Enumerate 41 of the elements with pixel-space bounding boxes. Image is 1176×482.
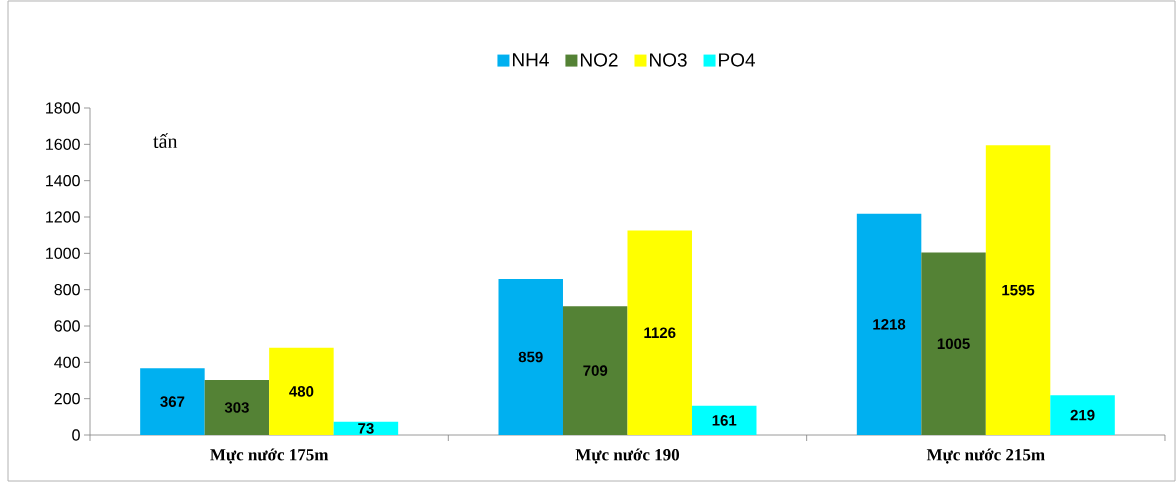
- y-tick-label: 0: [72, 429, 80, 441]
- y-tick-label: 400: [54, 356, 80, 368]
- data-label: 1218: [873, 319, 906, 330]
- y-axis-title: tấn: [153, 133, 178, 149]
- data-label: 73: [358, 423, 374, 434]
- y-tick-label: 1800: [46, 102, 80, 114]
- y-tick-label: 800: [54, 284, 80, 296]
- data-label: 1126: [644, 327, 676, 339]
- bar: [691, 405, 757, 435]
- x-tick-label: Mực nước 175m: [210, 448, 329, 464]
- data-label: 303: [224, 402, 249, 413]
- y-tick-label: 600: [54, 320, 80, 332]
- data-label: 1595: [1002, 284, 1035, 296]
- legend-label: NH4: [512, 53, 549, 67]
- bar: [1050, 395, 1115, 435]
- data-label: 859: [518, 351, 543, 363]
- bar: [627, 230, 692, 435]
- bar: [985, 145, 1051, 435]
- y-tick-label: 1600: [46, 138, 80, 150]
- bar: [856, 213, 922, 435]
- bar: [921, 252, 986, 435]
- legend-label: PO4: [719, 53, 755, 67]
- bar: [562, 306, 628, 435]
- bar: [498, 278, 563, 435]
- legend-label: NO2: [580, 53, 618, 67]
- x-tick-label: Mực nước 190: [575, 448, 680, 464]
- legend-label: NO3: [650, 53, 687, 67]
- y-tick-label: 1000: [46, 247, 80, 259]
- data-label: 367: [160, 396, 185, 407]
- x-tick-label: Mực nước 215m: [926, 448, 1045, 464]
- data-label: 161: [712, 415, 737, 426]
- data-label: 709: [583, 365, 608, 376]
- y-tick-label: 1200: [46, 211, 80, 223]
- y-tick-label: 1400: [46, 175, 80, 187]
- bar: [204, 379, 270, 435]
- data-label: 219: [1070, 409, 1095, 421]
- data-label: 480: [289, 386, 314, 397]
- y-tick-label: 200: [54, 393, 80, 405]
- bar: [269, 347, 334, 435]
- bar: [140, 368, 205, 435]
- data-label: 1005: [937, 338, 970, 350]
